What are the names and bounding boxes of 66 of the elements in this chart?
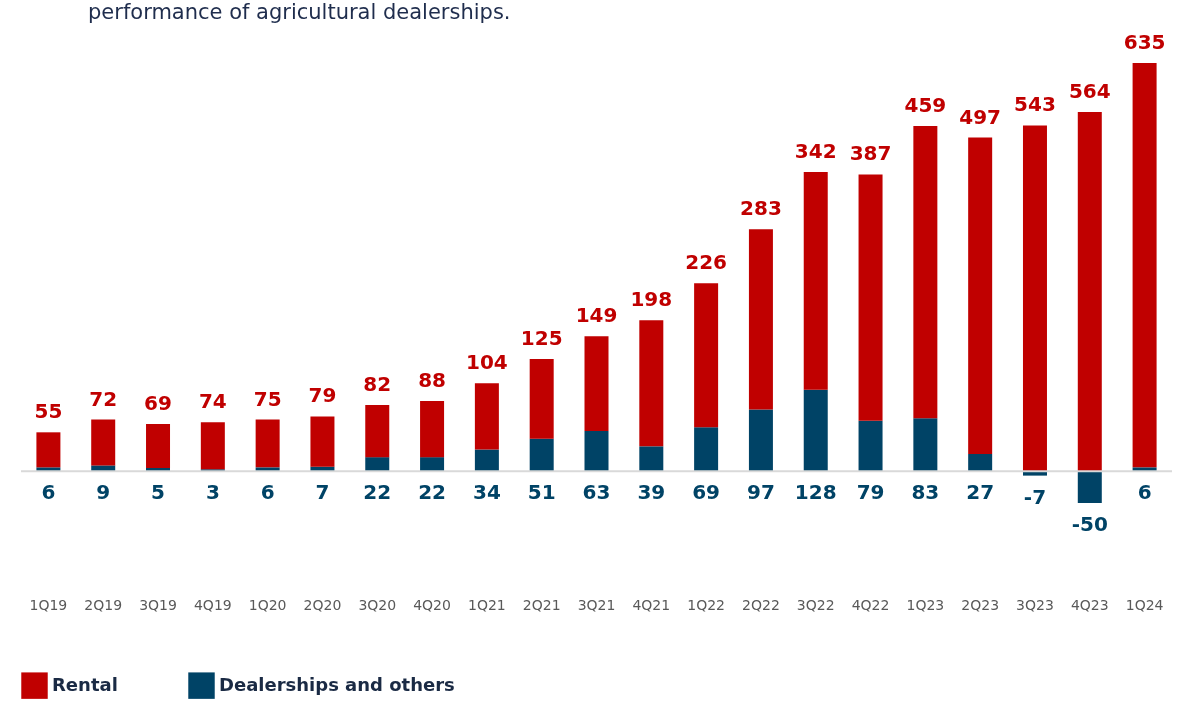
data-label: 51 bbox=[527, 480, 556, 505]
data-label: 7 bbox=[315, 480, 330, 505]
data-label: 22 bbox=[418, 480, 446, 505]
data-label: 72 bbox=[89, 386, 118, 411]
data-label: 635 bbox=[1123, 30, 1166, 54]
x-tick-label: 2Q22 bbox=[742, 596, 780, 613]
data-label: 6 bbox=[41, 480, 56, 505]
data-label: 83 bbox=[911, 480, 940, 505]
x-tick-label: 4Q20 bbox=[413, 596, 451, 613]
data-label: 5 bbox=[151, 480, 165, 505]
data-label: 79 bbox=[308, 383, 337, 408]
data-label: 74 bbox=[198, 389, 227, 414]
data-label: 104 bbox=[466, 350, 508, 375]
legend-label: Rental bbox=[52, 673, 118, 695]
data-label: 198 bbox=[630, 287, 673, 312]
data-label: 128 bbox=[794, 480, 837, 505]
data-label: 22 bbox=[363, 480, 392, 505]
data-label: 459 bbox=[904, 93, 947, 118]
x-tick-label: 2Q20 bbox=[303, 596, 342, 613]
data-label: 88 bbox=[418, 368, 446, 393]
x-tick-label: 4Q19 bbox=[193, 596, 232, 613]
x-tick-label: 3Q23 bbox=[1016, 596, 1054, 613]
data-label: 9 bbox=[96, 480, 111, 505]
data-label: 69 bbox=[144, 391, 172, 416]
data-label: 39 bbox=[637, 480, 666, 505]
x-tick-label: 3Q19 bbox=[139, 596, 177, 613]
data-label: 75 bbox=[253, 386, 282, 411]
x-tick-label: 1Q20 bbox=[248, 596, 287, 613]
data-label: 82 bbox=[363, 371, 392, 396]
x-tick-label: 4Q21 bbox=[632, 596, 671, 613]
data-label: 27 bbox=[966, 480, 995, 505]
data-label: 79 bbox=[856, 480, 885, 505]
data-label: 97 bbox=[747, 480, 775, 505]
data-label: 69 bbox=[692, 480, 721, 505]
x-tick-label: 3Q21 bbox=[577, 596, 616, 613]
x-tick-label: 1Q22 bbox=[687, 596, 725, 613]
data-label: 125 bbox=[520, 326, 563, 351]
data-label: 55 bbox=[34, 399, 63, 424]
data-label: 6 bbox=[260, 480, 275, 505]
x-tick-label: 4Q23 bbox=[1070, 596, 1109, 613]
data-label: 564 bbox=[1068, 79, 1111, 104]
data-label: 226 bbox=[685, 250, 727, 275]
data-label: 63 bbox=[582, 480, 611, 505]
data-label: -7 bbox=[1023, 484, 1047, 509]
x-tick-label: 1Q19 bbox=[29, 596, 68, 613]
x-tick-label: 2Q21 bbox=[522, 596, 561, 613]
x-tick-label: 2Q19 bbox=[84, 596, 123, 613]
data-label: 387 bbox=[849, 141, 892, 166]
data-label: 149 bbox=[575, 303, 618, 328]
x-tick-label: 1Q24 bbox=[1125, 596, 1164, 613]
x-tick-label: 1Q23 bbox=[906, 596, 945, 613]
x-tick-label: 3Q20 bbox=[358, 596, 397, 613]
x-tick-label: 4Q22 bbox=[851, 596, 890, 613]
x-tick-label: 2Q23 bbox=[961, 596, 1000, 613]
data-label: 283 bbox=[740, 196, 782, 221]
x-tick-label: 3Q22 bbox=[796, 596, 835, 613]
data-label: 342 bbox=[794, 138, 837, 163]
data-label: 543 bbox=[1014, 92, 1056, 117]
data-label: 34 bbox=[472, 480, 501, 505]
x-tick-label: 1Q21 bbox=[468, 596, 506, 613]
data-label: 3 bbox=[205, 480, 220, 505]
data-label: 497 bbox=[959, 104, 1002, 129]
data-label: -50 bbox=[1071, 512, 1108, 536]
legend-label: Dealerships and others bbox=[219, 673, 455, 695]
data-label: 6 bbox=[1137, 480, 1152, 505]
chart-subtitle: performance of agricultural dealerships. bbox=[88, 0, 511, 24]
